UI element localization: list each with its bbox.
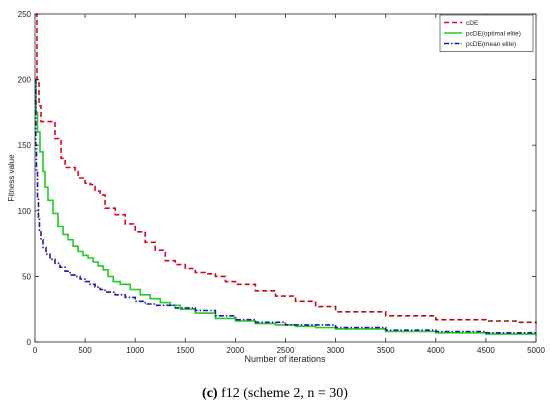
legend-label: pcDE(mean elite) xyxy=(466,41,516,48)
y-tick-label: 100 xyxy=(18,207,32,216)
y-axis-label: Fitness value xyxy=(7,154,16,202)
caption-text: f12 (scheme 2, n = 30) xyxy=(221,386,348,401)
legend: cDE pcDE(optimal elite) pcDE(mean elite) xyxy=(439,14,534,52)
series-layer xyxy=(35,13,537,336)
x-tick-label: 2500 xyxy=(277,346,295,355)
y-tick-label: 200 xyxy=(18,76,32,85)
plot-area xyxy=(35,14,536,342)
x-tick-label: 500 xyxy=(78,346,92,355)
x-tick-label: 2000 xyxy=(227,346,245,355)
x-tick-label: 0 xyxy=(33,346,38,355)
caption-label: (c) xyxy=(202,386,218,401)
y-tick-label: 0 xyxy=(27,338,32,347)
series-line-cde xyxy=(35,13,537,324)
y-tick-label: 250 xyxy=(18,10,32,19)
x-tick-label: 3500 xyxy=(377,346,395,355)
legend-label: cDE xyxy=(466,20,479,27)
x-tick-label: 4500 xyxy=(477,346,495,355)
fitness-chart: 0 500 1000 1500 2000 2500 3000 3500 4000 4500 5000… xyxy=(7,10,546,364)
series-line-pcde-mean-elite- xyxy=(35,78,537,335)
x-tick-label: 5000 xyxy=(527,346,545,355)
x-tick-label: 1000 xyxy=(126,346,144,355)
figure-caption: (c) f12 (scheme 2, n = 30) xyxy=(0,386,550,402)
legend-label: pcDE(optimal elite) xyxy=(466,31,521,38)
x-tick-label: 3000 xyxy=(327,346,345,355)
y-tick-label: 150 xyxy=(18,141,32,150)
y-tick-label: 50 xyxy=(22,272,31,281)
axes-layer: 0 500 1000 1500 2000 2500 3000 3500 4000 4500 5000… xyxy=(18,10,546,355)
x-tick-label: 1500 xyxy=(176,346,194,355)
x-axis-label: Number of iterations xyxy=(244,354,326,364)
x-tick-label: 4000 xyxy=(427,346,445,355)
